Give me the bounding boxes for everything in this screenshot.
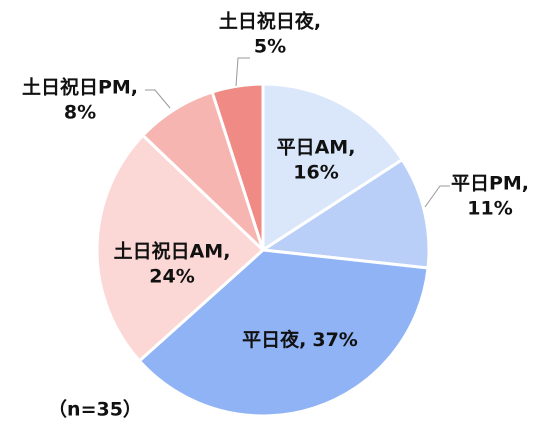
category-label: 土日祝日PM, <box>22 76 138 99</box>
value-label: 24% <box>149 266 194 288</box>
value-label: 5% <box>254 36 286 58</box>
category-label: 土日祝日AM, <box>114 240 231 263</box>
leader-line <box>424 185 450 208</box>
value-label: 37% <box>312 329 357 351</box>
pie-slice <box>137 248 430 418</box>
pie-slice <box>261 82 405 253</box>
pie-slice <box>258 157 431 270</box>
category-label: 平日PM, <box>451 173 529 195</box>
category-label: 土日祝日夜, <box>219 10 321 33</box>
slice-label: 平日夜, 37% <box>242 328 358 351</box>
category-label: 平日AM, <box>277 137 356 159</box>
pie-slice <box>95 133 266 363</box>
category-label: 平日夜, <box>242 328 306 351</box>
value-label: 11% <box>467 198 512 220</box>
leader-line <box>235 57 250 87</box>
pie-slice <box>210 82 265 251</box>
value-label: 16% <box>293 162 338 184</box>
sample-note: （n=35） <box>48 398 142 421</box>
leader-line <box>145 89 171 109</box>
value-label: 8% <box>64 102 96 124</box>
